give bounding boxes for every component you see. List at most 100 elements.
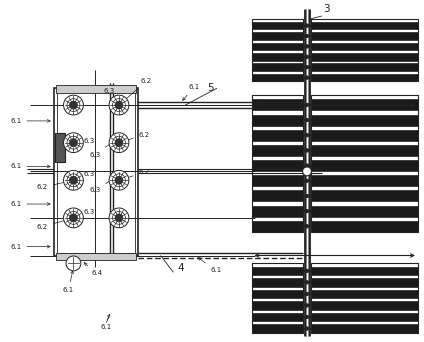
Bar <box>251 115 303 126</box>
Text: 6.2: 6.2 <box>37 180 70 190</box>
Circle shape <box>306 76 308 79</box>
Circle shape <box>306 119 308 121</box>
Bar <box>311 221 418 232</box>
Bar <box>251 206 303 216</box>
Text: 6.2: 6.2 <box>122 78 152 103</box>
Circle shape <box>306 45 308 48</box>
Circle shape <box>306 76 308 79</box>
Circle shape <box>306 269 308 272</box>
Bar <box>311 190 418 201</box>
Bar <box>57 91 135 252</box>
Circle shape <box>306 45 308 48</box>
Circle shape <box>64 95 84 115</box>
Circle shape <box>306 195 308 197</box>
Bar <box>251 190 303 201</box>
Bar <box>55 133 64 162</box>
Circle shape <box>306 195 308 197</box>
Circle shape <box>306 104 308 106</box>
Text: 3: 3 <box>324 4 330 14</box>
Text: 6.3: 6.3 <box>89 140 116 158</box>
Bar <box>311 313 418 321</box>
Circle shape <box>70 101 78 109</box>
Text: 6.1: 6.1 <box>183 84 200 101</box>
Bar <box>251 175 303 186</box>
Circle shape <box>306 293 308 295</box>
Circle shape <box>306 66 308 68</box>
Bar <box>251 221 303 232</box>
Bar <box>56 85 136 93</box>
Text: 5: 5 <box>207 83 213 93</box>
Bar <box>251 19 303 81</box>
Circle shape <box>306 104 308 106</box>
Circle shape <box>303 167 312 176</box>
Circle shape <box>70 139 78 147</box>
Bar <box>251 43 303 50</box>
Text: 6.3: 6.3 <box>89 177 116 193</box>
Circle shape <box>306 281 308 284</box>
Circle shape <box>306 269 308 272</box>
Text: 6.1: 6.1 <box>100 324 112 330</box>
Bar <box>251 278 303 287</box>
Bar <box>251 100 303 110</box>
Bar <box>251 290 303 298</box>
Circle shape <box>109 170 129 190</box>
Circle shape <box>66 256 81 271</box>
Bar <box>311 115 418 126</box>
Bar <box>251 22 303 29</box>
Circle shape <box>306 164 308 167</box>
Circle shape <box>64 170 84 190</box>
Circle shape <box>306 134 308 136</box>
Circle shape <box>306 304 308 307</box>
Bar <box>311 206 418 216</box>
Bar <box>56 252 136 261</box>
Circle shape <box>306 210 308 212</box>
Text: 6.3: 6.3 <box>103 88 118 100</box>
Circle shape <box>306 24 308 27</box>
Circle shape <box>115 214 123 222</box>
Text: 4: 4 <box>177 263 184 273</box>
Bar <box>251 301 303 310</box>
Bar <box>251 313 303 321</box>
Circle shape <box>306 316 308 318</box>
Circle shape <box>306 180 308 182</box>
Circle shape <box>306 164 308 167</box>
Bar <box>311 43 418 50</box>
Circle shape <box>306 293 308 295</box>
Circle shape <box>115 176 123 184</box>
Circle shape <box>306 304 308 307</box>
Bar <box>311 64 418 71</box>
Text: 6.1: 6.1 <box>198 258 221 273</box>
Bar <box>311 100 418 110</box>
Bar <box>251 324 303 333</box>
Text: 6.1: 6.1 <box>10 163 50 169</box>
Circle shape <box>109 133 129 153</box>
Bar <box>311 53 418 61</box>
Circle shape <box>306 281 308 284</box>
Circle shape <box>306 149 308 152</box>
Circle shape <box>109 208 129 228</box>
Bar <box>251 160 303 171</box>
Bar <box>311 263 418 333</box>
Bar <box>311 301 418 310</box>
Circle shape <box>306 119 308 121</box>
Circle shape <box>306 134 308 136</box>
Text: 6.2: 6.2 <box>123 169 150 180</box>
Circle shape <box>109 95 129 115</box>
Bar <box>311 74 418 81</box>
Bar <box>311 160 418 171</box>
Bar <box>251 145 303 156</box>
Bar <box>311 278 418 287</box>
Bar <box>311 267 418 275</box>
Bar <box>311 290 418 298</box>
Circle shape <box>64 133 84 153</box>
Circle shape <box>306 180 308 182</box>
Circle shape <box>306 149 308 152</box>
Circle shape <box>306 225 308 227</box>
Bar <box>251 53 303 61</box>
Bar <box>251 263 303 333</box>
Bar <box>311 95 418 232</box>
Bar <box>251 95 303 232</box>
Bar <box>311 130 418 141</box>
Circle shape <box>306 35 308 37</box>
Circle shape <box>306 55 308 58</box>
